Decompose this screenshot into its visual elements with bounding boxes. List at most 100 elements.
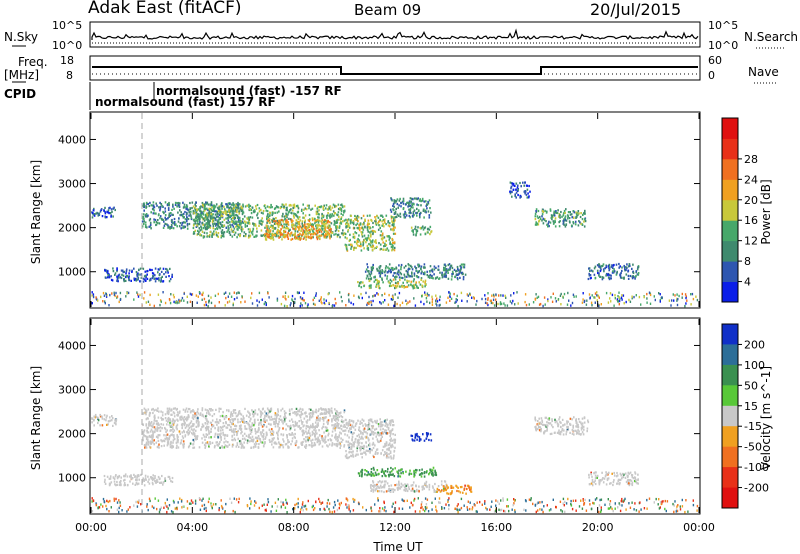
- heatmap-cell: [197, 215, 200, 218]
- heatmap-cell: [316, 210, 319, 213]
- heatmap-cell: [221, 428, 224, 431]
- heatmap-cell: [541, 213, 544, 216]
- heatmap-cell: [388, 281, 390, 284]
- heatmap-cell: [321, 224, 323, 227]
- heatmap-cell: [316, 238, 319, 241]
- heatmap-cell: [368, 272, 370, 275]
- heatmap-cell: [214, 304, 216, 308]
- heatmap-cell: [385, 243, 388, 247]
- heatmap-cell: [420, 272, 422, 275]
- heatmap-cell: [381, 430, 384, 434]
- heatmap-cell: [248, 203, 250, 206]
- heatmap-cell: [193, 212, 195, 215]
- heatmap-cell: [392, 278, 395, 281]
- heatmap-cell: [309, 416, 311, 419]
- heatmap-cell: [304, 221, 306, 224]
- heatmap-cell: [308, 412, 311, 415]
- heatmap-cell: [616, 298, 619, 301]
- heatmap-cell: [366, 237, 368, 240]
- heatmap-cell: [161, 205, 164, 208]
- heatmap-cell: [315, 425, 317, 428]
- heatmap-cell: [300, 297, 303, 301]
- heatmap-cell: [398, 204, 400, 207]
- heatmap-cell: [178, 205, 181, 208]
- heatmap-cell: [287, 231, 289, 235]
- heatmap-cell: [377, 431, 379, 434]
- heatmap-cell: [410, 283, 412, 286]
- heatmap-cell: [526, 184, 528, 187]
- heatmap-cell: [416, 214, 418, 217]
- heatmap-cell: [120, 269, 123, 272]
- heatmap-cell: [184, 435, 186, 438]
- heatmap-cell: [222, 422, 225, 425]
- heatmap-cell: [193, 218, 196, 221]
- heatmap-cell: [318, 219, 321, 222]
- heatmap-cell: [550, 296, 552, 299]
- heatmap-cell: [692, 297, 695, 301]
- heatmap-cell: [204, 227, 207, 230]
- heatmap-cell: [297, 233, 299, 236]
- heatmap-cell: [258, 291, 261, 295]
- heatmap-cell: [380, 271, 382, 274]
- heatmap-cell: [326, 429, 329, 432]
- heatmap-cell: [223, 437, 226, 440]
- heatmap-cell: [220, 214, 223, 217]
- heatmap-cell: [463, 266, 466, 269]
- heatmap-cell: [314, 443, 317, 446]
- heatmap-cell: [184, 426, 187, 429]
- heatmap-cell: [596, 294, 598, 297]
- heatmap-cell: [402, 199, 405, 202]
- heatmap-cell: [208, 235, 211, 238]
- heatmap-cell: [152, 433, 154, 436]
- heatmap-cell: [350, 243, 352, 246]
- heatmap-cell: [382, 218, 385, 222]
- heatmap-cell: [266, 217, 268, 221]
- heatmap-cell: [216, 443, 218, 447]
- heatmap-cell: [394, 281, 397, 284]
- heatmap-cell: [393, 267, 396, 271]
- heatmap-cell: [196, 224, 198, 227]
- heatmap-cell: [172, 427, 174, 430]
- heatmap-cell: [562, 212, 565, 215]
- heatmap-cell: [265, 209, 268, 212]
- heatmap-cell: [417, 264, 420, 267]
- heatmap-cell: [456, 269, 458, 272]
- heatmap-cell: [136, 278, 138, 281]
- heatmap-cell: [371, 268, 373, 271]
- heatmap-cell: [160, 416, 162, 419]
- heatmap-cell: [310, 208, 312, 211]
- heatmap-cell: [382, 270, 384, 273]
- heatmap-cell: [542, 217, 545, 220]
- heatmap-cell: [382, 223, 384, 226]
- heatmap-cell: [352, 223, 355, 226]
- heatmap-cell: [598, 263, 600, 266]
- heatmap-cell: [413, 203, 415, 206]
- heatmap-cell: [335, 226, 337, 229]
- heatmap-cell: [393, 212, 396, 215]
- heatmap-cell: [218, 410, 220, 413]
- heatmap-cell: [161, 440, 163, 443]
- heatmap-cell: [143, 291, 146, 294]
- heatmap-cell: [162, 291, 164, 294]
- heatmap-cell: [286, 225, 288, 228]
- heatmap-cell: [330, 410, 333, 413]
- heatmap-cell: [627, 274, 630, 277]
- heatmap-cell: [322, 419, 325, 422]
- heatmap-cell: [348, 446, 350, 449]
- heatmap-cell: [230, 411, 233, 414]
- heatmap-cell: [317, 419, 319, 422]
- heatmap-cell: [211, 419, 214, 422]
- heatmap-cell: [150, 434, 153, 437]
- heatmap-cell: [421, 284, 423, 287]
- heatmap-cell: [541, 209, 544, 213]
- heatmap-cell: [267, 231, 270, 234]
- heatmap-cell: [163, 434, 165, 437]
- heatmap-cell: [258, 428, 260, 431]
- heatmap-cell: [370, 301, 372, 304]
- heatmap-cell: [411, 272, 413, 275]
- heatmap-cell: [228, 300, 231, 303]
- heatmap-cell: [231, 207, 233, 210]
- heatmap-cell: [527, 196, 530, 199]
- heatmap-cell: [332, 203, 335, 206]
- heatmap-cell: [418, 214, 421, 217]
